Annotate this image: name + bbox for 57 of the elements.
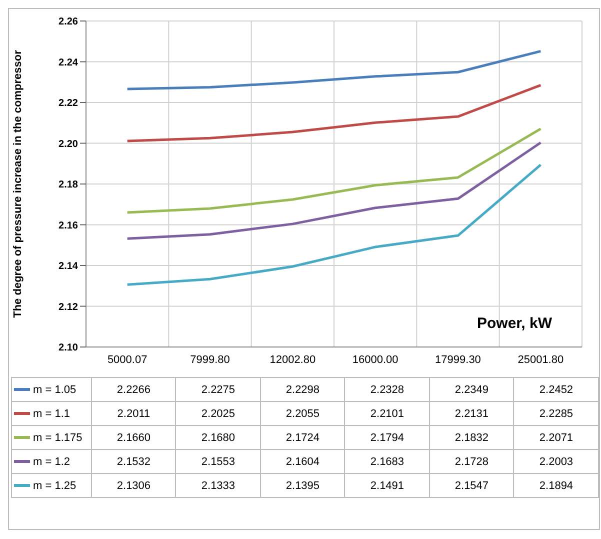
data-label: 2.1724 <box>260 426 345 450</box>
data-label: 2.1680 <box>176 426 260 450</box>
data-label: 2.2266 <box>91 378 176 402</box>
data-label: 2.1532 <box>91 450 176 474</box>
y-tick-label: 2.22 <box>58 98 78 110</box>
legend-label: m = 1.25 <box>12 474 92 498</box>
y-tick-label: 2.12 <box>58 302 78 313</box>
data-label: 2.2298 <box>260 378 345 402</box>
y-tick-label: 2.14 <box>58 261 78 272</box>
data-label: 2.2349 <box>429 378 514 402</box>
x-tick-label: 5000.07 <box>107 354 148 366</box>
x-tick-label: 7999.80 <box>190 354 230 366</box>
data-label: 2.1333 <box>176 474 260 498</box>
x-tick-label: 25001.80 <box>518 354 564 366</box>
line-series <box>126 128 542 214</box>
data-label: 2.2055 <box>260 402 345 426</box>
data-label: 2.2131 <box>429 402 514 426</box>
x-tick-label: 16000.00 <box>352 354 398 366</box>
legend-label: m = 1.1 <box>12 402 92 426</box>
line-series <box>126 84 542 142</box>
data-label: 2.1683 <box>344 450 430 474</box>
y-tick-label: 2.16 <box>58 220 78 232</box>
data-label: 2.1894 <box>514 474 598 498</box>
data-label: 2.2275 <box>176 378 260 402</box>
legend-label: m = 1.2 <box>12 450 92 474</box>
data-label: 2.1660 <box>91 426 176 450</box>
data-label: 2.2328 <box>344 378 430 402</box>
legend-label: m = 1.05 <box>12 378 92 402</box>
data-label: 2.2101 <box>344 402 430 426</box>
y-tick-label: 2.20 <box>58 138 78 150</box>
data-label: 2.2071 <box>514 426 598 450</box>
data-label: 2.2003 <box>514 450 598 474</box>
y-tick-label: 2.26 <box>58 16 78 28</box>
data-label: 2.2011 <box>91 402 176 426</box>
y-tick-label: 2.18 <box>58 180 78 191</box>
x-tick-label: 17999.30 <box>435 354 481 366</box>
data-label: 2.1306 <box>91 474 176 498</box>
x-axis-title: Power, kW <box>477 315 552 332</box>
data-label: 2.1553 <box>176 450 260 474</box>
data-label: 2.1395 <box>260 474 345 498</box>
data-label: 2.2452 <box>514 378 598 402</box>
data-label: 2.1547 <box>429 474 514 498</box>
y-axis-title: The degree of pressure increase in the compressor <box>12 50 24 318</box>
data-label: 2.1832 <box>429 426 514 450</box>
data-label: 2.1728 <box>429 450 514 474</box>
line-series <box>126 50 542 90</box>
legend-label: m = 1.175 <box>12 426 92 450</box>
x-tick-label: 12002.80 <box>270 354 316 366</box>
y-tick-label: 2.10 <box>58 342 78 354</box>
line-series <box>126 141 542 240</box>
line-series <box>126 164 542 286</box>
data-label: 2.1794 <box>344 426 430 450</box>
data-label: 2.1491 <box>344 474 430 498</box>
data-label: 2.2025 <box>176 402 260 426</box>
data-label: 2.1604 <box>260 450 345 474</box>
data-label: 2.2285 <box>514 402 598 426</box>
y-tick-label: 2.24 <box>58 57 78 68</box>
